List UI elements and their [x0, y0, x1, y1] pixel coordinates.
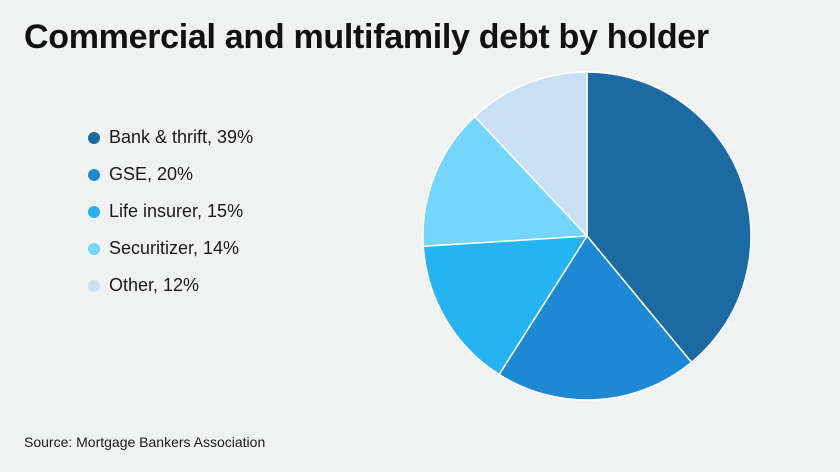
legend-swatch-life-insurer: [88, 205, 100, 218]
legend-label-gse: GSE, 20%: [109, 164, 194, 184]
pie-slice-securitizer: [422, 115, 588, 248]
pie-slice-life-insurer: [422, 235, 588, 376]
legend-label-securitizer: Securitizer, 14%: [109, 238, 240, 258]
legend-label-life-insurer: Life insurer, 15%: [109, 201, 244, 221]
legend-label-bank-thrift: Bank & thrift, 39%: [109, 127, 254, 147]
pie-slice-gse: [498, 235, 693, 401]
legend-item-bank-thrift: Bank & thrift, 39%: [88, 119, 253, 156]
chart-title: Commercial and multifamily debt by holde…: [24, 18, 709, 56]
legend-item-gse: GSE, 20%: [88, 156, 253, 193]
legend-swatch-other: [88, 279, 100, 292]
pie-slice-other: [473, 71, 588, 237]
legend-item-life-insurer: Life insurer, 15%: [88, 193, 253, 230]
legend-swatch-securitizer: [88, 242, 100, 255]
legend-label-other: Other, 12%: [109, 275, 200, 295]
pie-slice-bank-thrift: [586, 71, 752, 364]
legend-item-securitizer: Securitizer, 14%: [88, 230, 253, 267]
legend: Bank & thrift, 39% GSE, 20% Life insurer…: [88, 119, 253, 304]
source-note: Source: Mortgage Bankers Association: [24, 434, 266, 450]
legend-swatch-bank-thrift: [88, 131, 100, 144]
legend-item-other: Other, 12%: [88, 267, 253, 304]
legend-swatch-gse: [88, 168, 100, 181]
